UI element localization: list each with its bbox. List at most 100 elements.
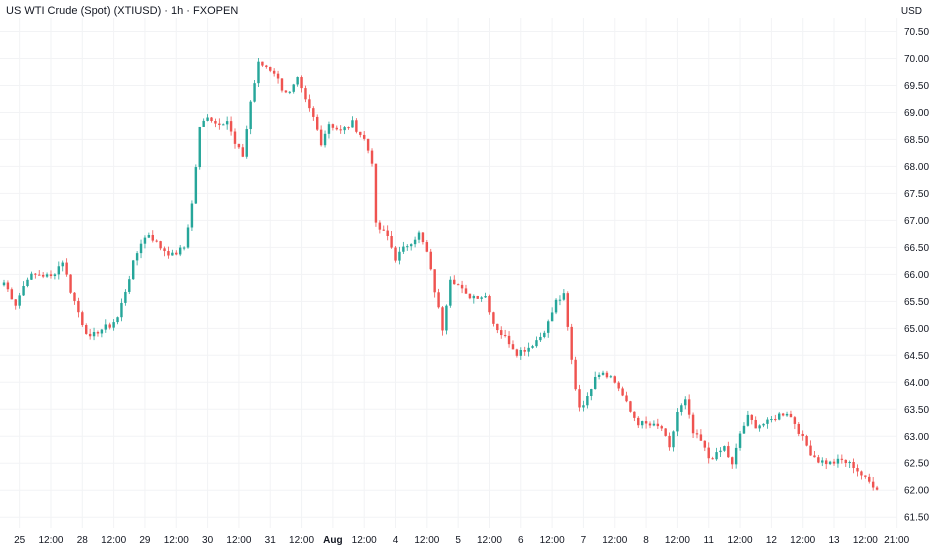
- candle-body: [660, 426, 663, 429]
- candle-body: [265, 65, 268, 67]
- candle-body: [844, 459, 847, 464]
- candle-body: [225, 121, 229, 125]
- time-tick-label: 31: [265, 535, 277, 546]
- candle-body: [656, 423, 660, 427]
- chart-title: US WTI Crude (Spot) (XTIUSD) · 1h · FXOP…: [6, 5, 239, 17]
- candle-body: [159, 241, 162, 249]
- candle-body: [734, 447, 738, 465]
- candle-body: [817, 457, 820, 463]
- price-tick-label: 70.00: [904, 54, 929, 65]
- candle-body: [750, 414, 754, 420]
- candle-body: [727, 446, 730, 458]
- candle-body: [570, 326, 573, 360]
- candle-body: [503, 335, 507, 337]
- time-tick-label: 4: [393, 535, 399, 546]
- candle-body: [14, 299, 17, 306]
- price-tick-label: 68.00: [904, 162, 929, 173]
- candle-body: [81, 312, 84, 326]
- candlestick-series: [2, 58, 879, 491]
- time-axis[interactable]: 25 12:00 28 12:00 29 12:00 30 12:00 31 12:00 Aug 12…: [14, 535, 910, 546]
- candle-body: [135, 253, 139, 261]
- candle-body: [284, 90, 288, 93]
- candle-body: [229, 121, 233, 132]
- candle-body: [276, 73, 280, 79]
- candle-body: [245, 129, 248, 157]
- price-tick-label: 65.50: [904, 297, 929, 308]
- candle-body: [531, 346, 534, 348]
- candle-body: [198, 126, 201, 168]
- candle-body: [151, 234, 154, 241]
- time-tick-label: 12:00: [540, 535, 565, 546]
- candle-body: [214, 120, 217, 124]
- candle-body: [875, 487, 879, 490]
- candle-body: [194, 167, 198, 204]
- chart-grid: [0, 18, 898, 528]
- candle-body: [202, 120, 205, 127]
- candle-body: [206, 117, 209, 121]
- candle-body: [292, 84, 295, 92]
- candle-body: [723, 446, 726, 451]
- candle-body: [429, 251, 432, 270]
- candle-body: [100, 329, 104, 334]
- candle-body: [34, 273, 37, 275]
- price-tick-label: 62.50: [904, 459, 929, 470]
- candle-body: [672, 431, 675, 448]
- candle-body: [335, 127, 339, 130]
- price-axis[interactable]: 70.50 70.00 69.50 69.00 68.50 68.00 67.50 67.00…: [904, 27, 929, 524]
- time-tick-label: 29: [139, 535, 151, 546]
- time-tick-label: 12:00: [38, 535, 63, 546]
- time-tick-label: 12:00: [728, 535, 753, 546]
- time-tick-label: 12: [766, 535, 778, 546]
- candle-body: [131, 260, 135, 280]
- candle-body: [625, 395, 628, 402]
- candle-body: [233, 131, 237, 144]
- candle-body: [421, 232, 425, 243]
- candle-body: [69, 274, 72, 293]
- candle-body: [582, 405, 585, 408]
- candle-body: [648, 423, 652, 426]
- candle-body: [394, 247, 397, 261]
- candle-body: [104, 324, 108, 330]
- candle-body: [676, 411, 679, 432]
- candle-body: [546, 321, 550, 333]
- time-tick-label: 13: [828, 535, 840, 546]
- candle-body: [406, 246, 409, 248]
- candle-body: [613, 376, 616, 383]
- time-tick-label: 12:00: [790, 535, 815, 546]
- candle-body: [10, 289, 14, 300]
- candle-body: [543, 332, 546, 337]
- time-tick-label: 12:00: [853, 535, 878, 546]
- time-tick-label: 28: [77, 535, 89, 546]
- candle-body: [163, 248, 166, 252]
- candle-body: [828, 461, 832, 465]
- time-tick-label: 7: [581, 535, 587, 546]
- candle-body: [836, 458, 840, 464]
- price-tick-label: 66.50: [904, 243, 929, 254]
- candle-body: [18, 295, 21, 306]
- candle-body: [644, 421, 648, 424]
- candle-body: [629, 401, 632, 412]
- candle-body: [453, 279, 456, 285]
- candle-body: [824, 460, 828, 465]
- candle-body: [308, 99, 311, 109]
- time-tick-label: Aug: [323, 535, 342, 546]
- candle-body: [147, 234, 151, 238]
- candle-body: [241, 147, 245, 157]
- candle-body: [785, 413, 789, 416]
- candle-body: [45, 274, 49, 277]
- candle-body: [554, 299, 558, 313]
- candle-body: [331, 124, 335, 128]
- candle-body: [539, 336, 542, 341]
- candle-body: [316, 116, 319, 130]
- candle-body: [488, 296, 491, 313]
- candle-body: [840, 458, 844, 460]
- candle-body: [766, 419, 769, 424]
- candle-body: [609, 376, 613, 378]
- candle-body: [112, 322, 115, 328]
- price-tick-label: 66.00: [904, 270, 929, 281]
- candle-body: [777, 413, 781, 420]
- candle-body: [402, 246, 405, 252]
- price-tick-label: 64.50: [904, 351, 929, 362]
- candle-body: [362, 134, 366, 139]
